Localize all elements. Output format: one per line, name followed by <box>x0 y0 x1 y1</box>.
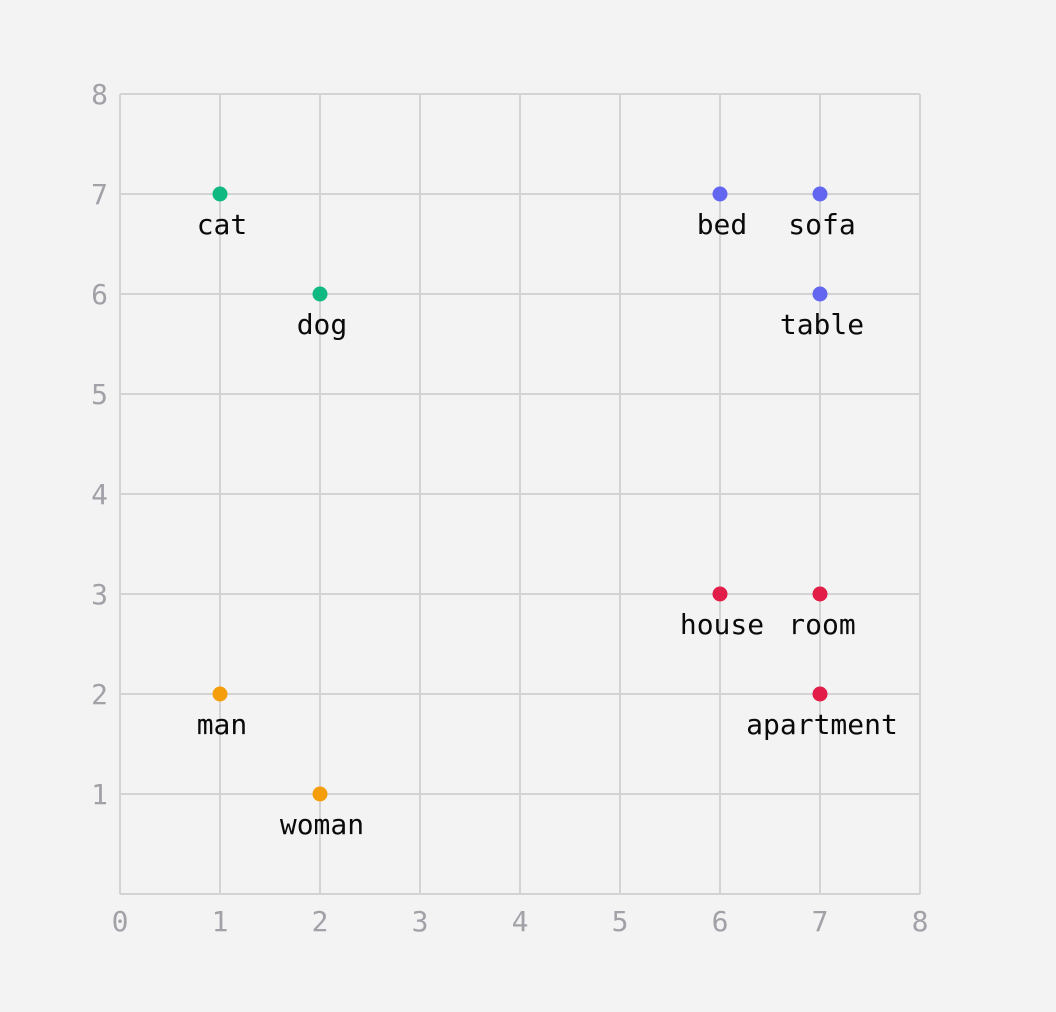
axis-ticks: 0 1 2 3 4 5 6 7 8 1 2 3 4 5 6 7 8 <box>91 78 928 938</box>
y-tick-label: 8 <box>91 78 108 111</box>
x-tick-label: 2 <box>312 905 329 938</box>
y-tick-label: 2 <box>91 678 108 711</box>
data-point-bed <box>712 186 728 202</box>
data-label-apartment: apartment <box>746 708 898 741</box>
data-point-table <box>812 286 828 302</box>
data-points <box>212 186 828 802</box>
data-point-man <box>212 686 228 702</box>
data-point-apartment <box>812 686 828 702</box>
data-label-table: table <box>780 308 864 341</box>
data-label-dog: dog <box>297 308 348 341</box>
data-point-cat <box>212 186 228 202</box>
data-label-woman: woman <box>280 808 364 841</box>
data-label-sofa: sofa <box>788 208 855 241</box>
data-label-man: man <box>197 708 248 741</box>
data-point-room <box>812 586 828 602</box>
x-tick-label: 8 <box>912 905 929 938</box>
x-tick-label: 6 <box>712 905 729 938</box>
x-tick-label: 4 <box>512 905 529 938</box>
y-tick-label: 7 <box>91 178 108 211</box>
x-tick-label: 5 <box>612 905 629 938</box>
data-label-room: room <box>788 608 855 641</box>
y-tick-label: 1 <box>91 778 108 811</box>
y-tick-label: 3 <box>91 578 108 611</box>
y-tick-label: 4 <box>91 478 108 511</box>
grid <box>119 93 921 895</box>
data-point-sofa <box>812 186 828 202</box>
data-point-dog <box>312 286 328 302</box>
y-tick-label: 6 <box>91 278 108 311</box>
data-point-house <box>712 586 728 602</box>
data-point-woman <box>312 786 328 802</box>
data-label-cat: cat <box>197 208 248 241</box>
data-labels: cat dog bed sofa table house room apartment man w… <box>197 208 898 841</box>
y-tick-label: 5 <box>91 378 108 411</box>
x-tick-label: 7 <box>812 905 829 938</box>
data-label-house: house <box>680 608 764 641</box>
x-tick-label: 0 <box>112 905 129 938</box>
x-tick-label: 3 <box>412 905 429 938</box>
data-label-bed: bed <box>697 208 748 241</box>
x-tick-label: 1 <box>212 905 229 938</box>
